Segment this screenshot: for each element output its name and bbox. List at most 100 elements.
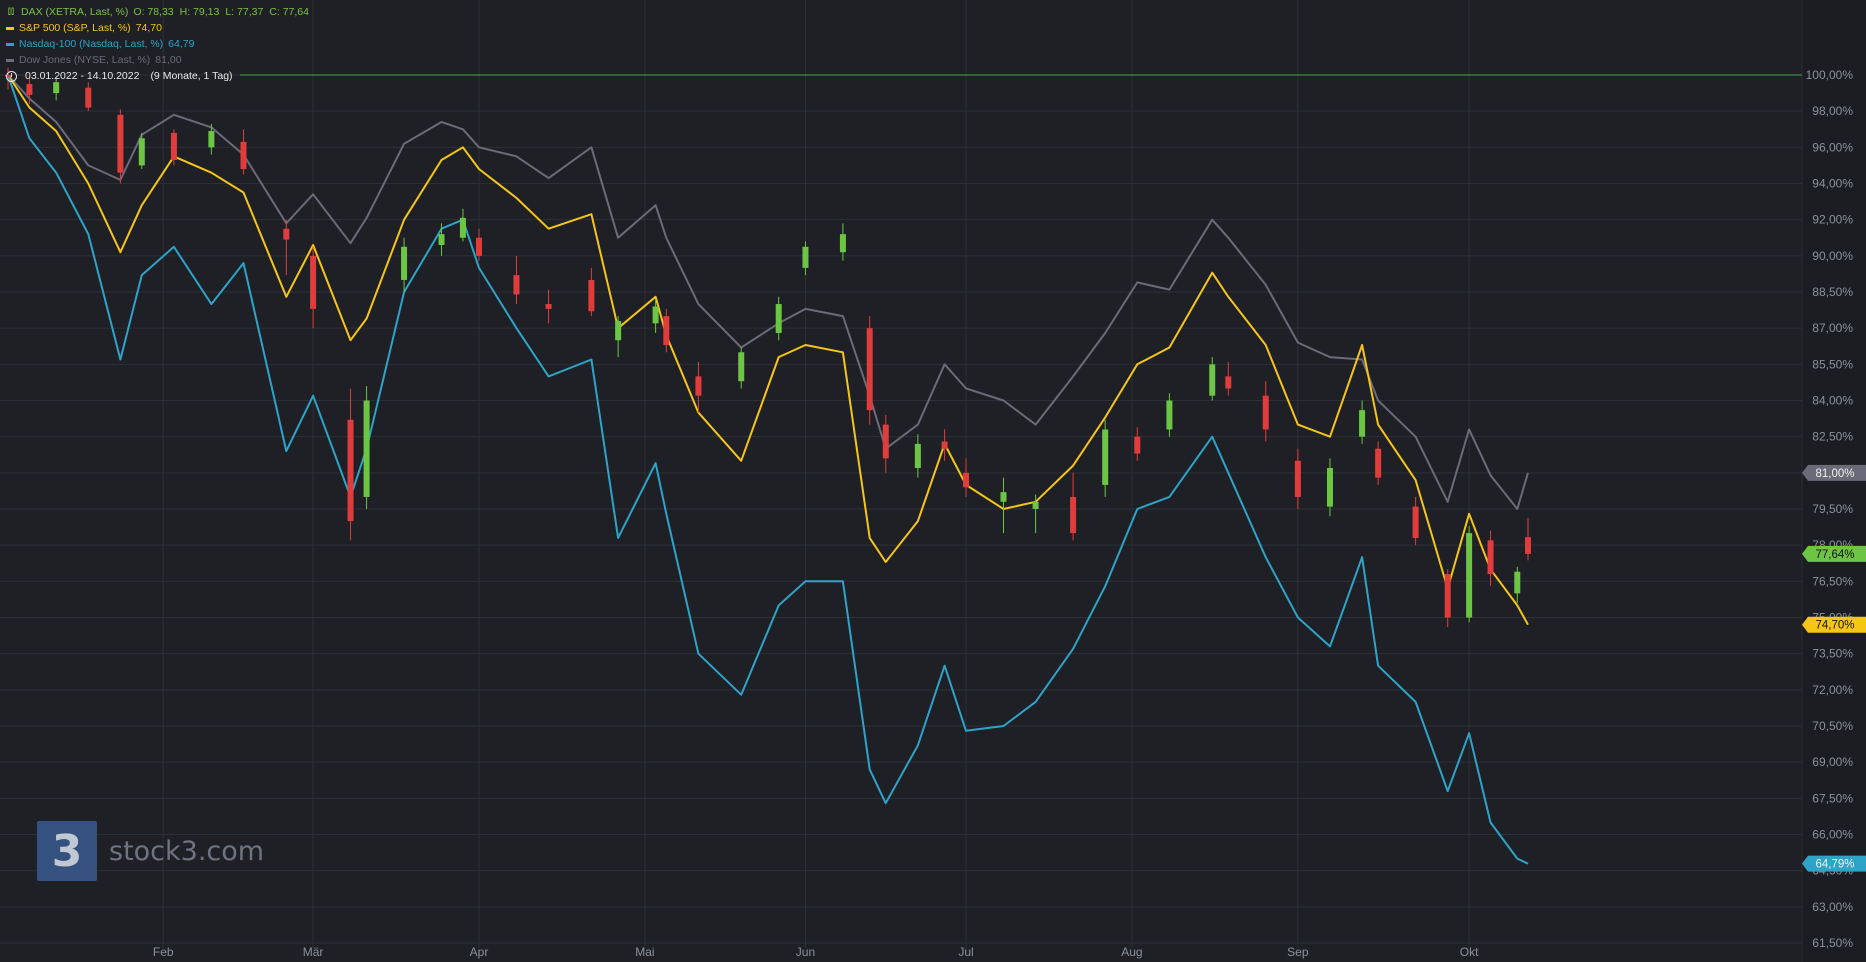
candle <box>1359 400 1366 444</box>
y-tick-label: 67,50% <box>1812 791 1853 805</box>
candle-body <box>1209 364 1216 396</box>
candle-body <box>839 234 846 253</box>
candle-body <box>615 320 622 341</box>
y-tick-label: 66,00% <box>1812 828 1853 842</box>
badge-dow-jones: 81,00% <box>1802 464 1866 481</box>
candle-body <box>170 132 177 160</box>
x-tick-label: Apr <box>470 945 489 959</box>
y-tick-label: 84,00% <box>1812 394 1853 408</box>
candle-body <box>1466 533 1473 618</box>
legend-label-sp500: S&P 500 (S&P, Last, %) <box>19 22 131 34</box>
legend-high: H: 79,13 <box>179 6 220 18</box>
candle <box>1070 472 1077 541</box>
date-range[interactable]: 03.01.2022 - 14.10.2022 (9 Monate, 1 Tag… <box>6 68 315 84</box>
y-tick-label: 96,00% <box>1812 140 1853 154</box>
legend-item-nasdaq[interactable]: Nasdaq-100 (Nasdaq, Last, %) 64,79 <box>6 36 315 52</box>
candle <box>695 361 702 413</box>
x-axis-ticks: Feb Mär Apr Mai Jun Jul Aug Sep Okt <box>153 945 1479 959</box>
candle <box>347 388 354 541</box>
clock-icon <box>6 70 17 82</box>
y-tick-label: 82,50% <box>1812 430 1853 444</box>
y-tick-label: 94,00% <box>1812 177 1853 191</box>
candle-body <box>240 141 247 170</box>
candle <box>310 246 317 329</box>
chart-legend: ⫾⫾ DAX (XETRA, Last, %) O: 78,33 H: 79,13… <box>6 4 315 84</box>
legend-value-dowjones: 81,00 <box>155 54 182 66</box>
candle-body <box>545 304 552 309</box>
legend-item-sp500[interactable]: S&P 500 (S&P, Last, %) 74,70 <box>6 20 315 36</box>
candle-body <box>475 237 482 256</box>
legend-item-dax[interactable]: ⫾⫾ DAX (XETRA, Last, %) O: 78,33 H: 79,13… <box>6 4 315 20</box>
badge-shape <box>1802 464 1866 481</box>
y-tick-label: 85,50% <box>1812 357 1853 371</box>
candle-body <box>802 246 809 268</box>
badge-dax: 77,64% <box>1802 545 1866 562</box>
candle-body <box>26 84 33 95</box>
badge-label: 81,00% <box>1815 468 1854 480</box>
y-tick-label: 79,50% <box>1812 502 1853 516</box>
x-tick-label: Aug <box>1121 945 1142 959</box>
candle <box>53 76 60 101</box>
candle <box>802 241 809 276</box>
candle <box>941 429 948 461</box>
series-line-s-p-500 <box>7 74 1529 626</box>
date-range-text: 03.01.2022 - 14.10.2022 <box>25 70 140 82</box>
legend-values-dax: O: 78,33 H: 79,13 L: 77,37 C: 77,64 <box>133 4 315 20</box>
candle <box>963 458 970 497</box>
legend-value-sp500: 74,70 <box>135 22 162 34</box>
date-range-duration: (9 Monate, 1 Tag) <box>150 70 233 82</box>
y-tick-label: 73,50% <box>1812 647 1853 661</box>
y-tick-label: 72,00% <box>1812 683 1853 697</box>
y-tick-label: 61,50% <box>1812 936 1853 950</box>
candle-body <box>85 87 92 108</box>
candle-body <box>459 217 466 238</box>
candle-body <box>401 246 408 280</box>
candle-body <box>310 255 317 309</box>
series-line-nasdaq-100 <box>7 74 1529 865</box>
candle-body <box>663 316 670 346</box>
candle <box>1375 441 1382 485</box>
y-tick-label: 76,50% <box>1812 574 1853 588</box>
candle <box>459 208 466 242</box>
candle <box>208 123 215 155</box>
x-tick-label: Okt <box>1460 945 1479 959</box>
candle <box>1466 525 1473 623</box>
candle-body <box>588 279 595 312</box>
candle <box>914 434 921 478</box>
candle-body <box>866 328 873 411</box>
candle <box>513 255 520 305</box>
candle-body <box>1102 429 1109 485</box>
candle <box>588 267 595 317</box>
legend-open: O: 78,33 <box>133 6 174 18</box>
legend-label-dax: DAX (XETRA, Last, %) <box>21 6 129 18</box>
candle-body <box>1262 395 1269 430</box>
candle <box>1326 458 1333 517</box>
y-tick-label: 63,00% <box>1812 900 1853 914</box>
candle-body <box>1326 468 1333 507</box>
candle <box>1444 569 1451 628</box>
candle <box>1102 419 1109 497</box>
candle-body <box>283 228 290 240</box>
candle-body <box>652 306 659 324</box>
y-axis-panel <box>1802 0 1866 962</box>
candle <box>839 223 846 261</box>
series-layer <box>7 74 1529 865</box>
candle <box>170 129 177 166</box>
candle-body <box>963 472 970 488</box>
badge-label: 64,79% <box>1815 859 1854 871</box>
candle-body <box>1032 501 1039 509</box>
candle <box>738 347 745 389</box>
badge-shape <box>1802 545 1866 562</box>
candle <box>363 386 370 509</box>
candle <box>283 219 290 276</box>
candle-body <box>695 376 702 396</box>
candle-body <box>208 131 215 148</box>
candle <box>1412 496 1419 546</box>
legend-item-dowjones[interactable]: Dow Jones (NYSE, Last, %) 81,00 <box>6 52 315 68</box>
candle-body <box>1412 506 1419 538</box>
candle-body <box>738 352 745 382</box>
candle <box>1166 393 1173 437</box>
candle <box>1262 381 1269 442</box>
